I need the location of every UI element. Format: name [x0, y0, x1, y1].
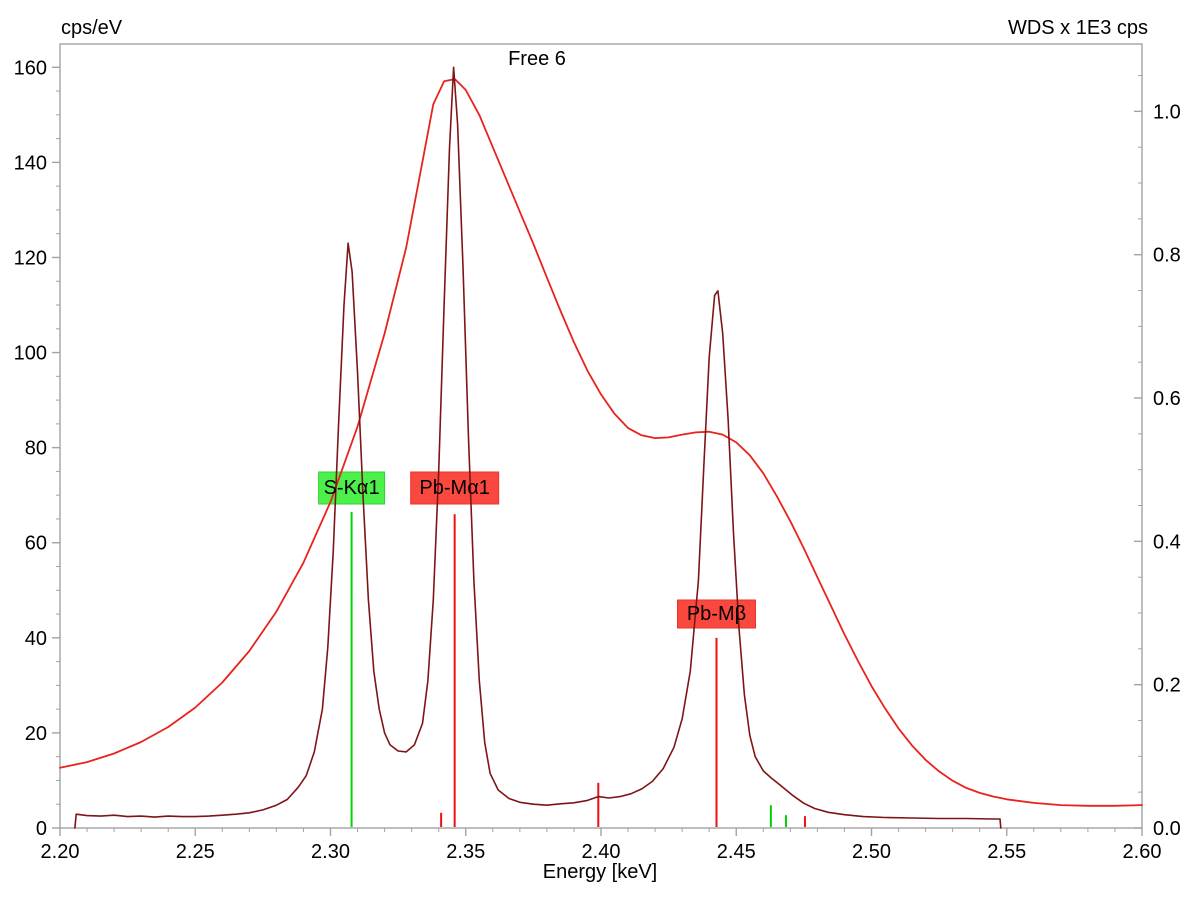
x-tick-label: 2.50	[852, 841, 891, 863]
x-tick-label: 2.55	[987, 841, 1026, 863]
series-eds-spectrum	[74, 66, 1002, 829]
left-tick-label: 160	[14, 57, 47, 79]
marker-label-box	[410, 471, 500, 505]
marker-label-pb-mb: Pb-Mβ	[686, 603, 747, 625]
right-tick-label: 0.8	[1153, 245, 1181, 267]
left-tick-label: 20	[25, 723, 47, 745]
marker-label-box	[318, 471, 386, 505]
chart-title: Free 6	[508, 48, 566, 70]
left-tick-label: 60	[25, 533, 47, 555]
left-tick-label: 40	[25, 628, 47, 650]
marker-label-s-ka1: S-Kα1	[323, 477, 380, 499]
left-tick-label: 80	[25, 438, 47, 460]
series-wds-wavelength-scan	[59, 78, 1143, 807]
x-axis-title: Energy [keV]	[542, 861, 658, 883]
right-tick-label: 1.0	[1153, 101, 1181, 123]
left-axis-unit-label: cps/eV	[61, 17, 123, 39]
x-tick-label: 2.45	[717, 841, 756, 863]
right-tick-label: 0.2	[1153, 675, 1181, 697]
left-tick-label: 100	[14, 343, 47, 365]
marker-label-box	[677, 599, 757, 629]
right-axis-unit-label: WDS x 1E3 cps	[1007, 17, 1148, 39]
plot-frame	[59, 43, 1143, 829]
left-tick-label: 120	[14, 247, 47, 269]
right-tick-label: 0.6	[1153, 388, 1181, 410]
right-tick-label: 0.4	[1153, 531, 1181, 553]
x-tick-label: 2.25	[176, 841, 215, 863]
x-tick-label: 2.40	[582, 841, 621, 863]
x-tick-label: 2.30	[311, 841, 350, 863]
left-tick-label: 140	[14, 152, 47, 174]
x-tick-label: 2.20	[41, 841, 80, 863]
marker-label-pb-ma1: Pb-Mα1	[419, 477, 490, 499]
x-tick-label: 2.60	[1123, 841, 1162, 863]
x-tick-label: 2.35	[446, 841, 485, 863]
left-tick-label: 0	[36, 818, 47, 840]
right-tick-label: 0.0	[1153, 818, 1181, 840]
